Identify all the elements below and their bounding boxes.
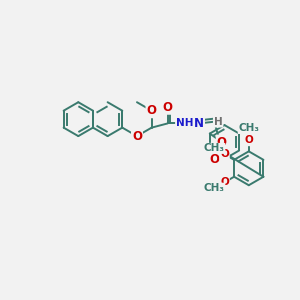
Text: O: O	[209, 153, 219, 166]
Text: O: O	[147, 104, 157, 117]
Text: O: O	[220, 149, 229, 159]
Text: O: O	[244, 135, 253, 145]
Text: CH₃: CH₃	[238, 124, 259, 134]
Text: O: O	[132, 130, 142, 142]
Text: O: O	[217, 136, 227, 148]
Text: N: N	[194, 117, 204, 130]
Text: CH₃: CH₃	[204, 183, 225, 193]
Text: O: O	[147, 104, 157, 117]
Text: O: O	[163, 101, 173, 114]
Text: CH₃: CH₃	[204, 143, 225, 153]
Text: NH: NH	[176, 118, 194, 128]
Text: H: H	[214, 117, 223, 127]
Text: O: O	[132, 130, 142, 142]
Text: O: O	[220, 177, 229, 187]
